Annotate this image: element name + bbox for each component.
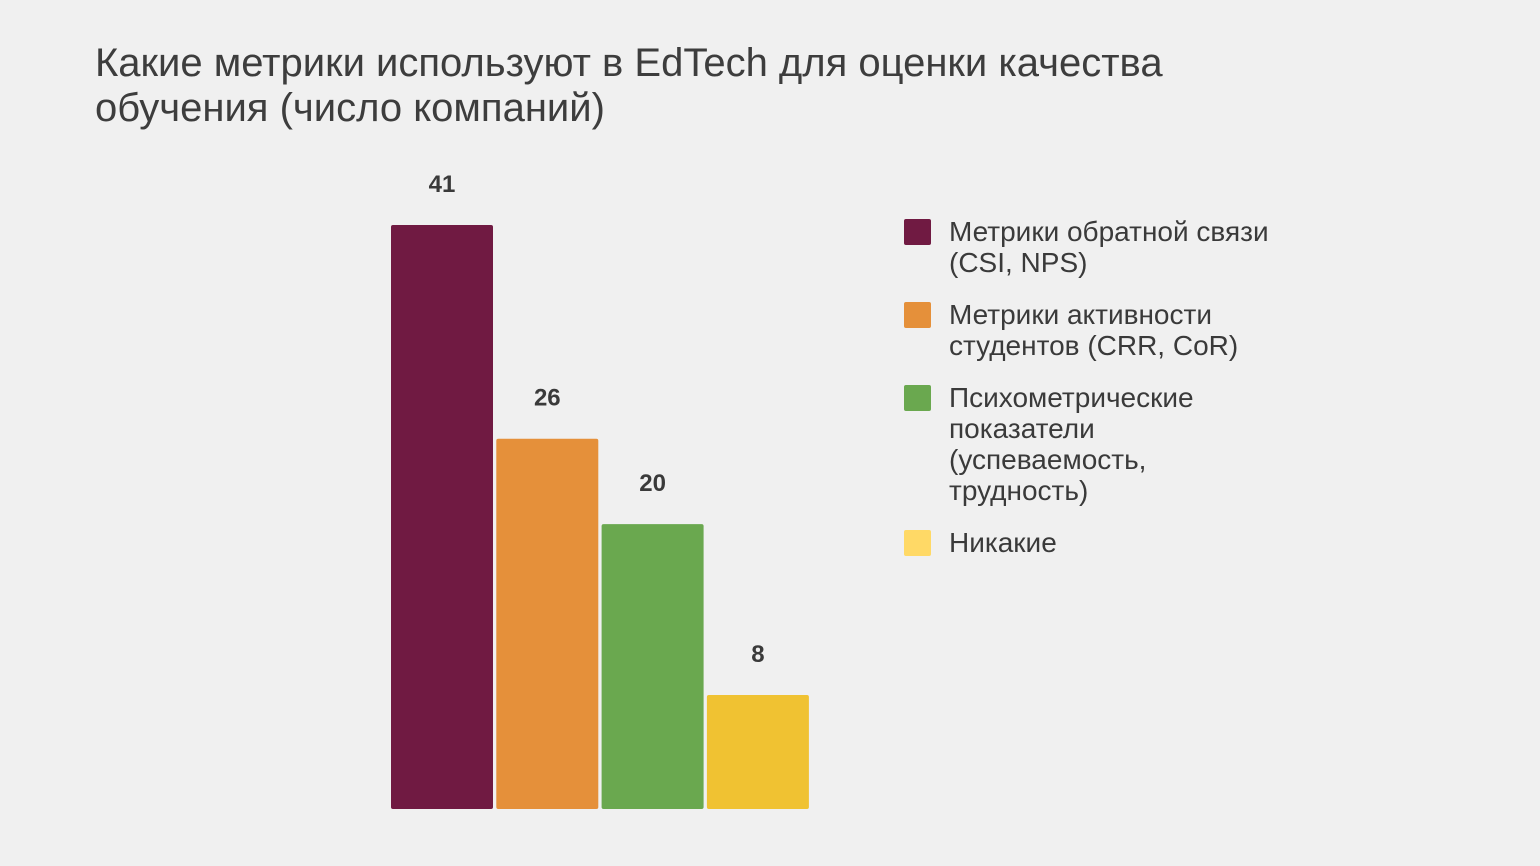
legend-swatch bbox=[904, 219, 931, 245]
legend-label: Психометрические показатели (успеваемост… bbox=[949, 382, 1194, 506]
legend-item: Метрики обратной связи (CSI, NPS) bbox=[904, 216, 1304, 278]
data-label-4: 8 bbox=[751, 641, 764, 668]
bar-2 bbox=[496, 438, 599, 809]
legend-item: Никакие bbox=[904, 527, 1304, 558]
legend-item: Психометрические показатели (успеваемост… bbox=[904, 382, 1304, 506]
chart-title: Какие метрики используют в EdTech для оц… bbox=[95, 41, 1163, 130]
bar-3 bbox=[601, 524, 704, 809]
legend-label: Метрики активности студентов (CRR, CoR) bbox=[949, 299, 1239, 361]
legend-label: Никакие bbox=[949, 527, 1057, 558]
bar-1 bbox=[391, 225, 493, 809]
legend-item: Метрики активности студентов (CRR, CoR) bbox=[904, 299, 1304, 361]
data-label-3: 20 bbox=[639, 470, 666, 497]
bar-4 bbox=[706, 695, 809, 809]
data-label-2: 26 bbox=[534, 385, 561, 412]
legend-swatch bbox=[904, 385, 931, 411]
legend-swatch bbox=[904, 530, 931, 556]
legend-label: Метрики обратной связи (CSI, NPS) bbox=[949, 216, 1269, 278]
chart-legend: Метрики обратной связи (CSI, NPS) Метрики… bbox=[904, 216, 1304, 579]
data-label-1: 41 bbox=[429, 171, 456, 198]
legend-swatch bbox=[904, 302, 931, 328]
